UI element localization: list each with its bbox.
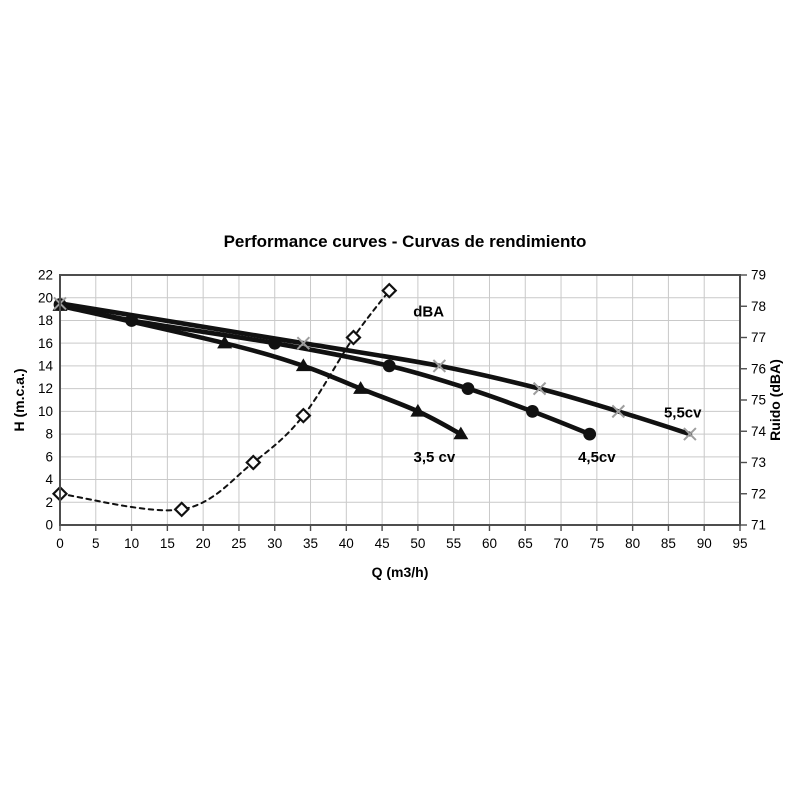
circle-marker (526, 404, 539, 418)
x-marker (432, 359, 447, 373)
y-right-tick-label: 74 (751, 424, 767, 439)
x-tick-label: 35 (303, 536, 318, 551)
diamond-marker (295, 407, 312, 424)
grid (60, 275, 740, 525)
y-left-tick-label: 22 (38, 268, 53, 283)
x-tick-label: 85 (661, 536, 676, 551)
y-axis-left-title: H (m.c.a.) (11, 368, 27, 431)
x-marker (532, 381, 547, 396)
y-axis-right-title: Ruido (dBA) (767, 359, 783, 441)
diamond-marker (173, 501, 190, 518)
diamond-marker (381, 282, 398, 299)
x-tick-label: 65 (518, 536, 533, 551)
y-left-tick-label: 10 (38, 404, 53, 419)
series-curves (51, 282, 697, 518)
x-tick-label: 15 (160, 536, 175, 551)
series-labels: 3,5 cv 4,5cv 5,5cv dBA (413, 303, 702, 465)
y-right-tick-label: 72 (751, 486, 766, 501)
x-marker (296, 336, 311, 350)
diamond-marker (245, 454, 262, 471)
x-marker (611, 404, 626, 419)
series-dba-curve (59, 289, 391, 512)
y-left-tick-label: 20 (38, 290, 53, 305)
y-left-tick-label: 18 (38, 313, 53, 328)
y-right-tick-label: 73 (751, 455, 766, 470)
circle-marker (583, 427, 597, 441)
series-5-5cv-label: 5,5cv (664, 405, 702, 422)
x-axis-title: Q (m3/h) (372, 564, 429, 580)
y-right-tick-label: 77 (751, 330, 766, 345)
x-tick-label: 75 (589, 536, 604, 551)
x-tick-label: 45 (375, 536, 390, 551)
triangle-marker (453, 426, 469, 440)
axes: 0 5 10 15 20 25 30 35 40 45 50 55 60 65 70 75 80 85 90 95 0 2… (38, 268, 767, 551)
x-tick-label: 30 (267, 536, 282, 551)
y-left-tick-label: 6 (45, 449, 53, 464)
y-right-tick-label: 75 (751, 393, 766, 408)
x-tick-label: 80 (625, 536, 640, 551)
x-tick-label: 0 (56, 536, 64, 551)
y-left-tick-label: 14 (38, 359, 54, 374)
series-4-5cv-curve (57, 302, 592, 437)
x-marker (683, 427, 697, 441)
x-tick-label: 10 (124, 536, 139, 551)
y-right-tick-label: 76 (751, 361, 766, 376)
x-tick-label: 40 (339, 536, 354, 551)
y-right-tick-label: 71 (751, 518, 766, 533)
chart-title: Performance curves - Curvas de rendimien… (224, 232, 587, 251)
series-3-5-cv-label: 3,5 cv (413, 449, 455, 466)
y-left-tick-label: 8 (45, 427, 53, 442)
series-4-5cv-label: 4,5cv (578, 449, 616, 466)
y-right-tick-label: 78 (751, 299, 766, 314)
x-tick-label: 95 (732, 536, 747, 551)
x-tick-label: 90 (697, 536, 712, 551)
x-tick-label: 70 (554, 536, 569, 551)
y-left-tick-label: 12 (38, 381, 53, 396)
x-tick-label: 20 (196, 536, 211, 551)
x-tick-label: 5 (92, 536, 100, 551)
x-tick-label: 50 (410, 536, 425, 551)
y-left-tick-label: 4 (45, 472, 53, 487)
series-dba-label: dBA (413, 303, 444, 320)
y-right-tick-label: 79 (751, 268, 766, 283)
x-tick-label: 55 (446, 536, 461, 551)
triangle-marker (295, 358, 311, 372)
circle-marker (461, 382, 475, 396)
y-left-tick-label: 0 (45, 518, 53, 533)
plot-border (59, 274, 741, 526)
circle-marker (125, 314, 138, 327)
y-left-tick-label: 2 (45, 495, 53, 510)
y-left-tick-label: 16 (38, 336, 53, 351)
triangle-marker (353, 381, 369, 394)
diamond-marker (345, 329, 362, 346)
circle-marker (382, 359, 396, 373)
triangle-marker (410, 403, 426, 417)
circle-marker (268, 336, 282, 350)
x-tick-label: 60 (482, 536, 497, 551)
triangle-marker (217, 335, 233, 349)
x-tick-label: 25 (231, 536, 246, 551)
